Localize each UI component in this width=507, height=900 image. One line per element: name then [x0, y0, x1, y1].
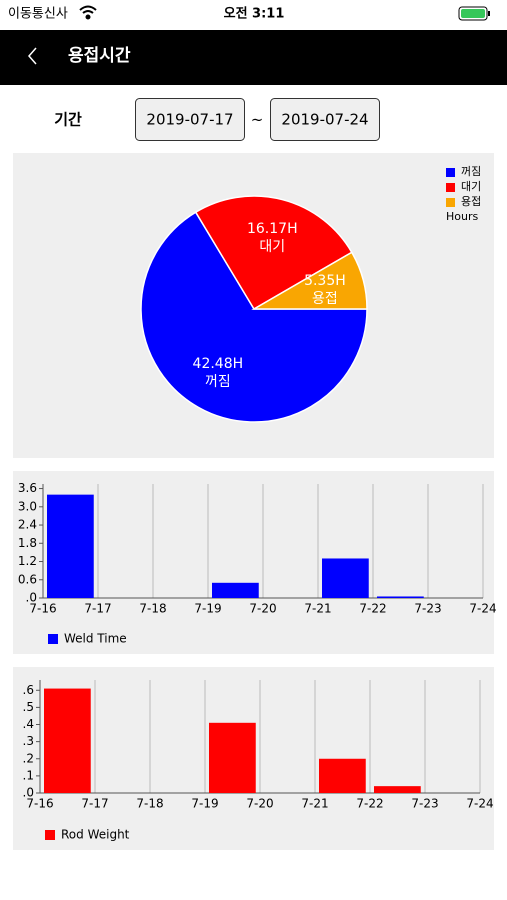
period-label: 기간: [54, 111, 82, 129]
slice-name: 꺼짐: [205, 374, 231, 390]
legend-swatch: [48, 634, 58, 644]
y-tick-label: .3: [23, 734, 34, 748]
pie-slice: [140, 211, 368, 423]
carrier: 이동통신사: [8, 7, 68, 22]
x-tick-label: 7-22: [359, 602, 386, 616]
x-tick-label: 7-24: [469, 602, 496, 616]
y-tick-label: .5: [23, 700, 34, 714]
y-tick-label: .0: [26, 591, 37, 605]
end-date-field[interactable]: [270, 98, 380, 141]
battery-icon: [458, 6, 490, 21]
y-tick-label: 2.4: [18, 518, 37, 532]
slice-value: 42.48H: [193, 356, 244, 372]
bar: [377, 596, 424, 598]
bar: [374, 786, 421, 793]
y-tick-label: 3.0: [18, 499, 37, 513]
y-tick-label: .2: [23, 751, 34, 765]
x-tick-label: 7-18: [136, 797, 163, 811]
screen-title: 용접시간: [68, 46, 131, 66]
x-tick-label: 7-16: [29, 602, 56, 616]
x-tick-label: 7-20: [246, 797, 273, 811]
bar: [47, 494, 94, 598]
x-tick-label: 7-19: [191, 797, 218, 811]
x-tick-label: 7-23: [411, 797, 438, 811]
legend-title: Hours: [446, 210, 478, 223]
slice-value: 5.35H: [304, 273, 346, 289]
x-tick-label: 7-17: [84, 602, 111, 616]
legend-label: 용접: [461, 195, 481, 208]
pie-slice: [194, 195, 353, 311]
x-tick-label: 7-23: [414, 602, 441, 616]
bar: [322, 558, 369, 598]
slice-name: 용접: [312, 291, 338, 307]
end-date: 2019-07-24: [281, 111, 368, 129]
clock: 오전 3:11: [224, 6, 285, 22]
legend-swatch: [446, 198, 455, 207]
start-date: 2019-07-17: [146, 111, 233, 129]
bar: [212, 582, 259, 598]
y-tick-label: .0: [23, 786, 34, 800]
legend-label: 꺼짐: [461, 165, 481, 178]
bar: [209, 722, 256, 793]
y-tick-label: .4: [23, 717, 34, 731]
back-button[interactable]: [28, 47, 37, 65]
x-tick-label: 7-16: [26, 797, 53, 811]
legend-swatch: [446, 168, 455, 177]
x-tick-label: 7-17: [81, 797, 108, 811]
legend-swatch: [446, 183, 455, 192]
y-tick-label: 3.6: [18, 481, 37, 495]
bar: [319, 758, 366, 793]
x-tick-label: 7-21: [301, 797, 328, 811]
x-tick-label: 7-21: [304, 602, 331, 616]
legend-label: Rod Weight: [61, 828, 130, 842]
legend-label: Weld Time: [64, 632, 127, 646]
pie-slice: [251, 251, 368, 310]
legend-label: 대기: [461, 180, 481, 193]
y-tick-label: 0.6: [18, 572, 37, 586]
start-date-field[interactable]: [135, 98, 245, 141]
x-tick-label: 7-18: [139, 602, 166, 616]
x-tick-label: 7-24: [466, 797, 493, 811]
x-tick-label: 7-19: [194, 602, 221, 616]
x-tick-label: 7-20: [249, 602, 276, 616]
legend-swatch: [45, 830, 55, 840]
y-tick-label: .1: [23, 768, 34, 782]
slice-value: 16.17H: [247, 221, 298, 237]
separator: ~: [251, 111, 264, 129]
nav-bar: [0, 30, 507, 85]
wifi-icon: [79, 5, 97, 20]
bar: [44, 688, 91, 793]
y-tick-label: 1.2: [18, 554, 37, 568]
y-tick-label: .6: [23, 683, 34, 697]
y-tick-label: 1.8: [18, 536, 37, 550]
x-tick-label: 7-22: [356, 797, 383, 811]
slice-name: 대기: [259, 239, 285, 255]
